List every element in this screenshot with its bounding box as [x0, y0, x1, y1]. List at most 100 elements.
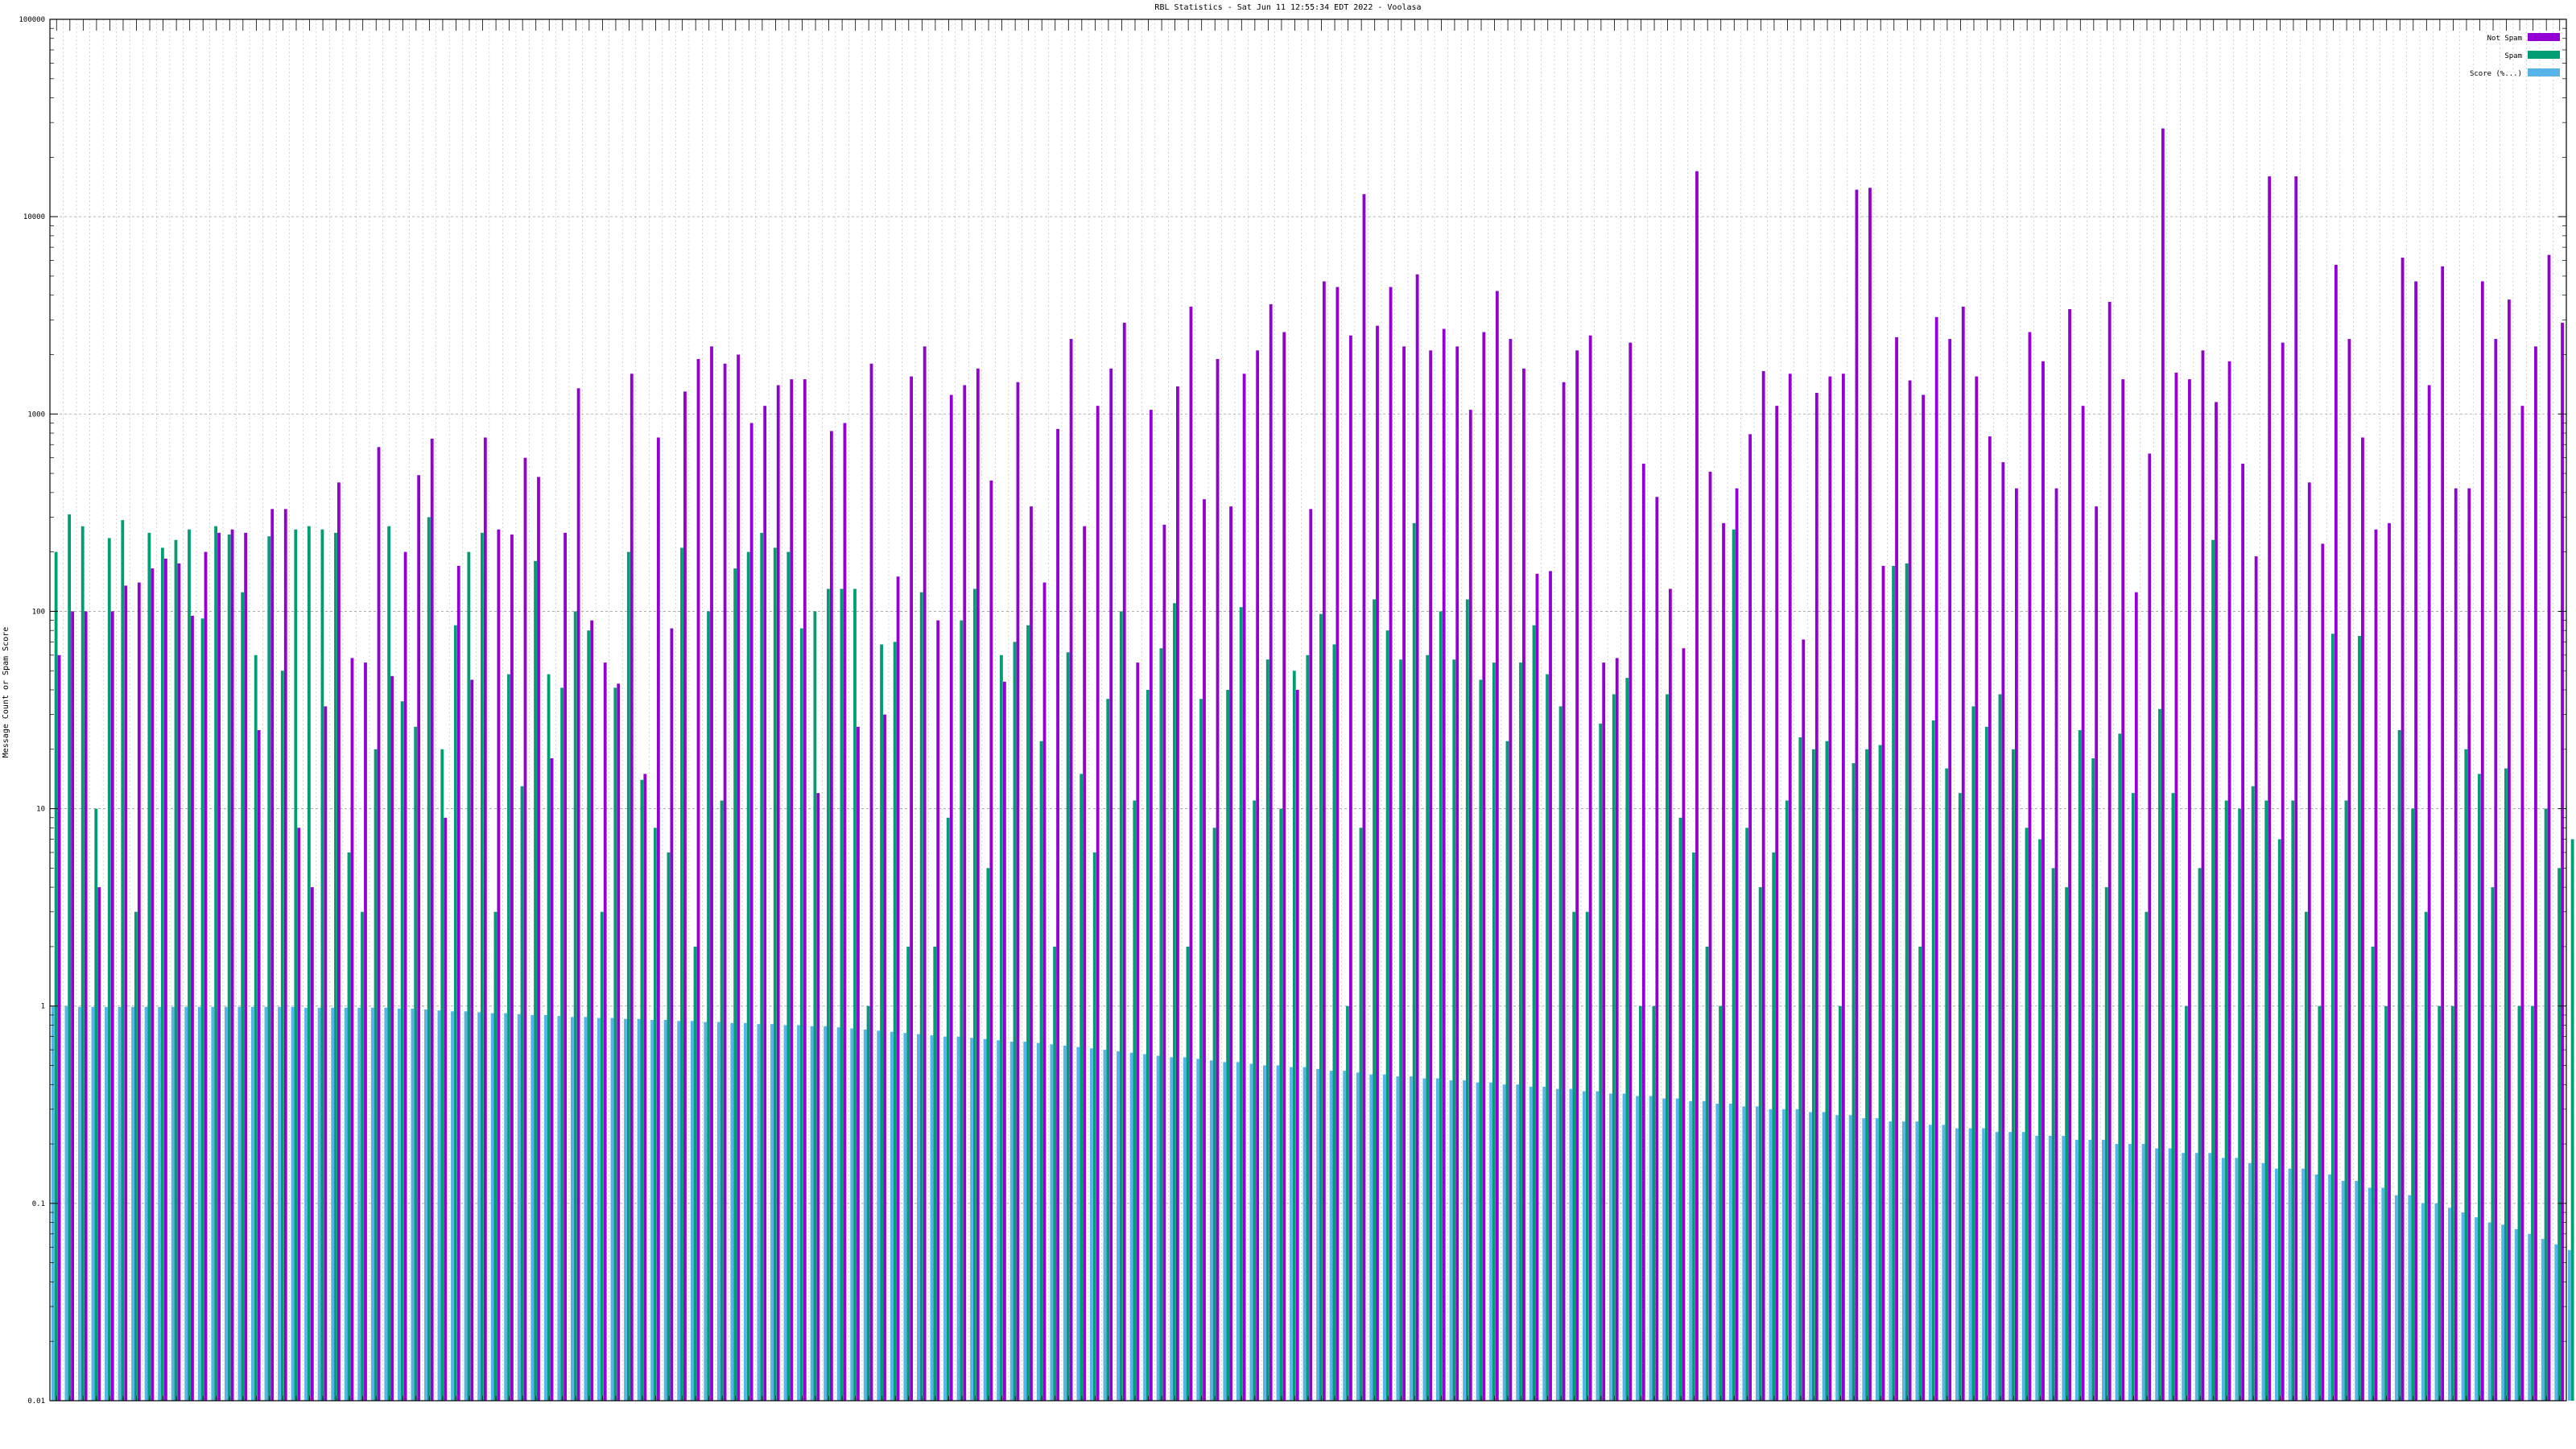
bar-spam — [1279, 808, 1283, 1401]
bar-not-spam — [1309, 509, 1313, 1401]
bar-spam — [1479, 679, 1483, 1401]
bar-score — [291, 1006, 295, 1401]
bar-spam — [880, 644, 883, 1401]
bar-spam — [1373, 599, 1376, 1401]
bar-spam — [347, 852, 351, 1401]
bar-not-spam — [1282, 332, 1286, 1401]
bar-not-spam — [2520, 406, 2524, 1402]
bar-not-spam — [1149, 410, 1153, 1401]
bar-score — [2102, 1139, 2105, 1401]
bar-spam — [1572, 911, 1576, 1401]
bar-spam — [1825, 741, 1829, 1401]
bar-spam — [227, 535, 231, 1401]
y-tick-label: 10 — [36, 806, 45, 814]
bar-score — [1582, 1091, 1586, 1401]
bar-score — [1862, 1118, 1866, 1401]
bar-score — [2088, 1139, 2092, 1401]
bar-score — [1649, 1096, 1653, 1401]
bar-spam — [1026, 625, 1030, 1401]
bar-not-spam — [2374, 529, 2378, 1401]
bars-layer — [51, 128, 2574, 1402]
bar-score — [2314, 1174, 2318, 1401]
bar-not-spam — [1722, 522, 1725, 1401]
bar-score — [650, 1020, 654, 1401]
bar-score — [1209, 1060, 1213, 1401]
bar-not-spam — [390, 675, 394, 1401]
bar-spam — [2330, 634, 2334, 1401]
bar-score — [1755, 1106, 1759, 1401]
bar-spam — [2438, 1005, 2442, 1401]
bar-not-spam — [1442, 328, 1446, 1401]
bar-score — [2194, 1153, 2198, 1401]
bar-not-spam — [1429, 350, 1433, 1402]
bar-score — [1276, 1065, 1280, 1401]
bar-spam — [1519, 663, 1522, 1401]
bar-score — [2208, 1153, 2212, 1401]
bar-score — [2514, 1228, 2518, 1401]
bar-spam — [906, 946, 910, 1401]
bar-not-spam — [2095, 506, 2099, 1401]
bar-spam — [853, 588, 857, 1401]
bar-not-spam — [1682, 648, 1686, 1401]
bar-not-spam — [550, 758, 554, 1401]
bar-not-spam — [1122, 322, 1126, 1402]
bar-score — [1009, 1041, 1013, 1401]
bar-score — [224, 1006, 228, 1401]
bar-not-spam — [2001, 462, 2005, 1401]
bar-score — [2288, 1168, 2292, 1401]
bar-spam — [2557, 868, 2561, 1401]
bar-not-spam — [1629, 342, 1633, 1401]
bar-score — [2115, 1144, 2119, 1401]
bar-spam — [1253, 800, 1257, 1401]
bar-not-spam — [270, 509, 275, 1401]
bar-spam — [1119, 611, 1123, 1401]
bar-not-spam — [710, 346, 713, 1401]
bar-score — [1117, 1051, 1120, 1401]
bar-score — [2248, 1162, 2252, 1401]
bar-score — [2554, 1244, 2558, 1401]
bar-score — [637, 1018, 641, 1401]
bar-spam — [1199, 699, 1203, 1401]
bar-score — [2021, 1132, 2025, 1401]
bar-score — [171, 1006, 175, 1401]
bar-score — [797, 1025, 800, 1401]
bar-not-spam — [257, 730, 261, 1401]
bar-not-spam — [1455, 346, 1459, 1401]
bar-spam — [1332, 644, 1336, 1401]
bar-not-spam — [1335, 287, 1340, 1402]
bar-spam — [840, 588, 844, 1401]
bar-spam — [600, 911, 604, 1401]
bar-spam — [1146, 689, 1150, 1401]
bar-score — [2461, 1212, 2465, 1401]
bar-score — [730, 1022, 734, 1401]
bar-spam — [1133, 800, 1137, 1401]
bar-not-spam — [1549, 571, 1552, 1401]
bar-spam — [334, 532, 337, 1401]
bar-spam — [121, 520, 125, 1402]
bar-spam — [986, 868, 990, 1401]
bar-score — [1516, 1084, 1520, 1401]
bar-spam — [707, 611, 710, 1401]
bar-score — [464, 1011, 468, 1401]
bar-score — [2155, 1148, 2158, 1401]
bar-spam — [680, 547, 683, 1401]
bar-score — [1302, 1067, 1307, 1401]
bar-spam — [2171, 793, 2175, 1401]
bar-not-spam — [1761, 370, 1765, 1401]
bar-score — [504, 1013, 508, 1401]
bar-score — [1596, 1091, 1600, 1401]
bar-spam — [400, 701, 404, 1401]
bar-spam — [1319, 613, 1323, 1401]
bar-not-spam — [71, 611, 75, 1401]
bar-score — [118, 1006, 122, 1401]
bar-score — [1835, 1115, 1839, 1401]
bar-score — [1675, 1098, 1679, 1401]
bar-not-spam — [670, 628, 674, 1401]
bar-not-spam — [869, 363, 873, 1401]
bar-score — [810, 1026, 814, 1401]
bar-score — [1809, 1112, 1812, 1401]
bar-not-spam — [1189, 306, 1193, 1401]
bar-not-spam — [1069, 339, 1073, 1402]
bar-not-spam — [1535, 573, 1539, 1401]
bar-score — [1050, 1044, 1054, 1401]
